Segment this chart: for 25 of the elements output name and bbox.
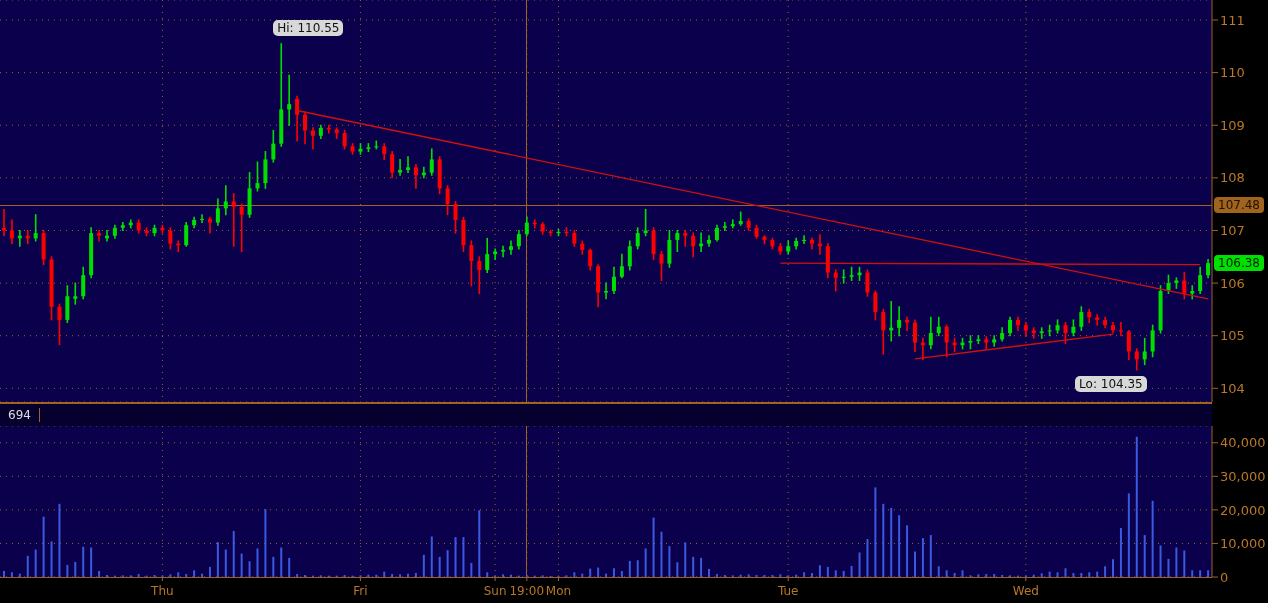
x-tick-label: 19:00 [509,584,545,598]
y-tick-label: 107 [1220,223,1245,239]
y-tick-label: 10,000 [1220,536,1266,552]
y-tick-label: 106 [1220,275,1245,291]
y-tick-label: 105 [1220,328,1245,344]
annotation: Lo: 104.35 [1075,375,1147,392]
x-tick-label: Fri [353,584,368,598]
x-tick-label: Mon [545,584,572,598]
annotation: Hi: 110.55 [273,19,344,36]
x-tick-label: Tue [776,584,799,598]
y-tick-label: 111 [1220,12,1245,28]
text: 106.38 [1214,255,1264,272]
y-tick-label: 20,000 [1220,502,1266,518]
y-tick-label: 108 [1220,170,1245,186]
y-tick-label: 30,000 [1220,468,1266,484]
x-tick-label: Sun [483,584,507,598]
y-tick-label: 109 [1220,117,1245,133]
y-tick-label: 110 [1220,65,1245,81]
x-tick-label: Wed [1012,584,1039,598]
y-tick-label: 40,000 [1220,435,1266,451]
y-tick-label: 0 [1220,569,1229,585]
x-tick-label: Thu [150,584,174,598]
text: 694 [0,408,40,422]
ref-line-label: 107.48 [1214,197,1264,214]
y-tick-label: 104 [1220,380,1245,396]
